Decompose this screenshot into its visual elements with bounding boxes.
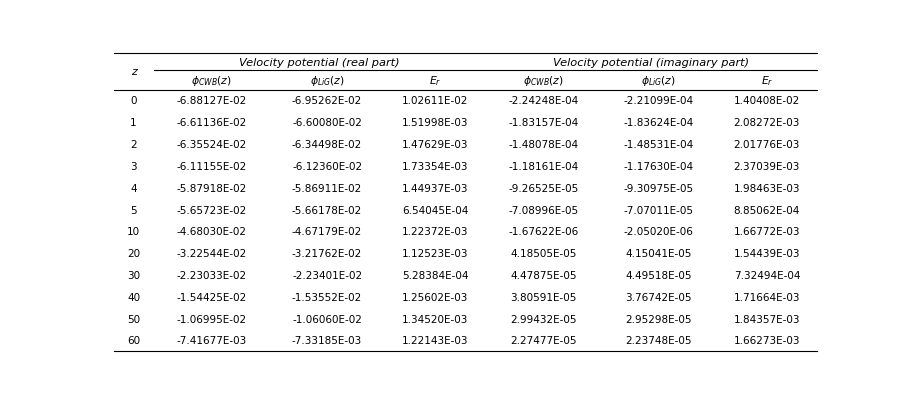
Text: 3.80591E-05: 3.80591E-05 — [510, 292, 577, 302]
Text: $E_r$: $E_r$ — [429, 74, 441, 88]
Text: 2.08272E-03: 2.08272E-03 — [734, 118, 800, 128]
Text: -5.86911E-02: -5.86911E-02 — [292, 183, 362, 193]
Text: 1.47629E-03: 1.47629E-03 — [402, 140, 469, 150]
Text: $\phi_{LiG}(z)$: $\phi_{LiG}(z)$ — [310, 74, 345, 88]
Text: 1.40408E-02: 1.40408E-02 — [734, 96, 800, 106]
Text: 10: 10 — [127, 227, 140, 237]
Text: $E_r$: $E_r$ — [761, 74, 773, 88]
Text: -6.12360E-02: -6.12360E-02 — [292, 162, 362, 172]
Text: -1.83157E-04: -1.83157E-04 — [508, 118, 578, 128]
Text: 2: 2 — [130, 140, 137, 150]
Text: -1.17630E-04: -1.17630E-04 — [624, 162, 694, 172]
Text: -9.30975E-05: -9.30975E-05 — [624, 183, 694, 193]
Text: 60: 60 — [127, 336, 140, 346]
Text: -3.22544E-02: -3.22544E-02 — [176, 249, 247, 259]
Text: 5: 5 — [130, 205, 137, 215]
Text: -5.66178E-02: -5.66178E-02 — [292, 205, 362, 215]
Text: 3: 3 — [130, 162, 137, 172]
Text: 2.27477E-05: 2.27477E-05 — [510, 336, 577, 346]
Text: 1: 1 — [130, 118, 137, 128]
Text: -4.67179E-02: -4.67179E-02 — [292, 227, 362, 237]
Text: 1.12523E-03: 1.12523E-03 — [402, 249, 469, 259]
Text: 6.54045E-04: 6.54045E-04 — [402, 205, 469, 215]
Text: 1.51998E-03: 1.51998E-03 — [402, 118, 469, 128]
Text: -1.53552E-02: -1.53552E-02 — [292, 292, 362, 302]
Text: -6.35524E-02: -6.35524E-02 — [176, 140, 247, 150]
Text: 2.95298E-05: 2.95298E-05 — [626, 314, 692, 324]
Text: -1.54425E-02: -1.54425E-02 — [176, 292, 247, 302]
Text: 4.18505E-05: 4.18505E-05 — [510, 249, 577, 259]
Text: 20: 20 — [127, 249, 140, 259]
Text: 8.85062E-04: 8.85062E-04 — [734, 205, 800, 215]
Text: 4: 4 — [130, 183, 137, 193]
Text: -9.26525E-05: -9.26525E-05 — [508, 183, 578, 193]
Text: 1.66273E-03: 1.66273E-03 — [734, 336, 800, 346]
Text: -6.11155E-02: -6.11155E-02 — [176, 162, 247, 172]
Text: 0: 0 — [131, 96, 137, 106]
Text: -2.21099E-04: -2.21099E-04 — [624, 96, 694, 106]
Text: 2.99432E-05: 2.99432E-05 — [510, 314, 577, 324]
Text: 2.23748E-05: 2.23748E-05 — [626, 336, 692, 346]
Text: 1.73354E-03: 1.73354E-03 — [402, 162, 469, 172]
Text: -6.95262E-02: -6.95262E-02 — [292, 96, 362, 106]
Text: -2.24248E-04: -2.24248E-04 — [508, 96, 578, 106]
Text: z: z — [131, 67, 136, 77]
Text: 4.15041E-05: 4.15041E-05 — [626, 249, 692, 259]
Text: -2.05020E-06: -2.05020E-06 — [624, 227, 694, 237]
Text: 1.22143E-03: 1.22143E-03 — [402, 336, 469, 346]
Text: 1.84357E-03: 1.84357E-03 — [734, 314, 800, 324]
Text: -1.67622E-06: -1.67622E-06 — [508, 227, 578, 237]
Text: -6.34498E-02: -6.34498E-02 — [292, 140, 362, 150]
Text: -7.41677E-03: -7.41677E-03 — [176, 336, 247, 346]
Text: 2.37039E-03: 2.37039E-03 — [734, 162, 800, 172]
Text: Velocity potential (real part): Velocity potential (real part) — [240, 58, 400, 68]
Text: 1.22372E-03: 1.22372E-03 — [402, 227, 469, 237]
Text: 1.54439E-03: 1.54439E-03 — [734, 249, 800, 259]
Text: 2.01776E-03: 2.01776E-03 — [734, 140, 800, 150]
Text: 1.98463E-03: 1.98463E-03 — [734, 183, 800, 193]
Text: 1.44937E-03: 1.44937E-03 — [402, 183, 469, 193]
Text: 3.76742E-05: 3.76742E-05 — [626, 292, 692, 302]
Text: -6.61136E-02: -6.61136E-02 — [176, 118, 247, 128]
Text: 1.66772E-03: 1.66772E-03 — [734, 227, 800, 237]
Text: $\phi_{CWB}(z)$: $\phi_{CWB}(z)$ — [191, 74, 232, 88]
Text: 50: 50 — [127, 314, 140, 324]
Text: $\phi_{CWB}(z)$: $\phi_{CWB}(z)$ — [523, 74, 564, 88]
Text: -4.68030E-02: -4.68030E-02 — [176, 227, 246, 237]
Text: -7.07011E-05: -7.07011E-05 — [624, 205, 694, 215]
Text: 7.32494E-04: 7.32494E-04 — [734, 270, 800, 280]
Text: 1.25602E-03: 1.25602E-03 — [402, 292, 469, 302]
Text: 40: 40 — [127, 292, 140, 302]
Text: -1.48078E-04: -1.48078E-04 — [508, 140, 578, 150]
Text: -7.33185E-03: -7.33185E-03 — [292, 336, 362, 346]
Text: 1.02611E-02: 1.02611E-02 — [402, 96, 469, 106]
Text: -6.60080E-02: -6.60080E-02 — [292, 118, 362, 128]
Text: -2.23401E-02: -2.23401E-02 — [292, 270, 362, 280]
Text: 4.49518E-05: 4.49518E-05 — [626, 270, 692, 280]
Text: 30: 30 — [127, 270, 140, 280]
Text: 1.71664E-03: 1.71664E-03 — [734, 292, 800, 302]
Text: Velocity potential (imaginary part): Velocity potential (imaginary part) — [553, 58, 749, 68]
Text: $\phi_{LiG}(z)$: $\phi_{LiG}(z)$ — [641, 74, 676, 88]
Text: -1.18161E-04: -1.18161E-04 — [508, 162, 578, 172]
Text: -3.21762E-02: -3.21762E-02 — [292, 249, 362, 259]
Text: 4.47875E-05: 4.47875E-05 — [510, 270, 577, 280]
Text: -5.65723E-02: -5.65723E-02 — [176, 205, 247, 215]
Text: 1.34520E-03: 1.34520E-03 — [402, 314, 469, 324]
Text: -5.87918E-02: -5.87918E-02 — [176, 183, 247, 193]
Text: -6.88127E-02: -6.88127E-02 — [176, 96, 247, 106]
Text: -1.06995E-02: -1.06995E-02 — [176, 314, 247, 324]
Text: -1.48531E-04: -1.48531E-04 — [624, 140, 694, 150]
Text: -2.23033E-02: -2.23033E-02 — [176, 270, 247, 280]
Text: 5.28384E-04: 5.28384E-04 — [402, 270, 469, 280]
Text: -1.06060E-02: -1.06060E-02 — [292, 314, 362, 324]
Text: -7.08996E-05: -7.08996E-05 — [508, 205, 578, 215]
Text: -1.83624E-04: -1.83624E-04 — [624, 118, 694, 128]
